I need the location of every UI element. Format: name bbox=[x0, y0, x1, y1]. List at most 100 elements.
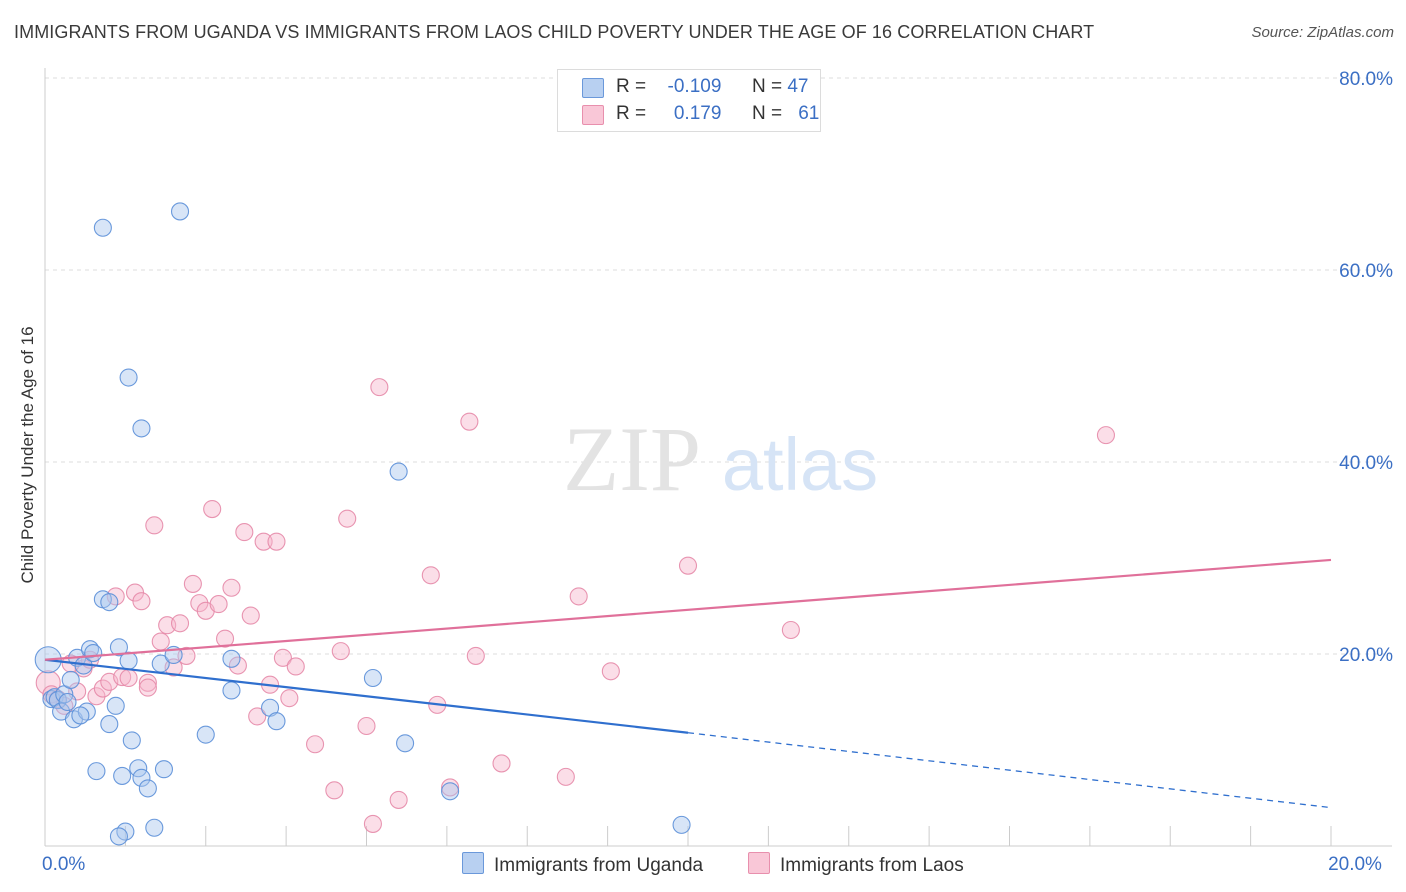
laos-point bbox=[151, 632, 170, 651]
laos-point bbox=[119, 668, 138, 688]
y-tick-label: 60.0% bbox=[1339, 261, 1393, 282]
laos-point bbox=[492, 754, 511, 773]
legend-n-value: 47 bbox=[787, 76, 809, 97]
legend-label-uganda: Immigrants from Uganda bbox=[494, 855, 704, 876]
laos-point bbox=[203, 499, 222, 519]
laos-point bbox=[389, 790, 408, 809]
legend-swatch-laos bbox=[748, 852, 770, 874]
legend-item-uganda: Immigrants from Uganda bbox=[462, 852, 703, 877]
laos-point bbox=[338, 509, 357, 528]
laos-point bbox=[441, 778, 460, 797]
grid-layer bbox=[45, 77, 1392, 655]
laos-point bbox=[601, 662, 620, 681]
laos-point bbox=[556, 767, 575, 786]
laos-point bbox=[280, 689, 299, 708]
uganda-point bbox=[396, 734, 415, 753]
laos-point bbox=[87, 687, 106, 706]
uganda-point bbox=[106, 696, 125, 715]
uganda-point bbox=[129, 759, 148, 778]
legend-swatch-uganda bbox=[582, 78, 604, 98]
uganda-point bbox=[100, 593, 119, 612]
laos-point bbox=[209, 595, 228, 614]
laos-point bbox=[190, 594, 209, 613]
watermark-zip: ZIP bbox=[563, 408, 701, 510]
laos-point bbox=[421, 566, 440, 585]
laos-point bbox=[222, 578, 241, 597]
uganda-point bbox=[84, 643, 103, 663]
uganda-point bbox=[222, 649, 241, 668]
laos-point bbox=[183, 574, 202, 593]
legend-n-value: 61 bbox=[798, 103, 820, 124]
watermark-atlas: atlas bbox=[722, 423, 878, 506]
uganda-point bbox=[93, 218, 112, 237]
laos-point bbox=[138, 673, 157, 692]
y-tick-label: 80.0% bbox=[1339, 69, 1393, 90]
uganda-point bbox=[132, 768, 151, 787]
trend-line-uganda bbox=[44, 658, 689, 734]
laos-point bbox=[331, 642, 350, 661]
laos-point bbox=[138, 678, 157, 697]
uganda-point bbox=[267, 712, 286, 731]
legend-swatch-uganda bbox=[462, 852, 484, 874]
uganda-point bbox=[71, 706, 90, 725]
laos-point bbox=[325, 781, 344, 800]
uganda-point bbox=[100, 715, 119, 734]
uganda-point bbox=[87, 762, 106, 781]
legend-n-label: N = bbox=[751, 103, 783, 124]
uganda-point bbox=[122, 731, 141, 750]
chart-title: IMMIGRANTS FROM UGANDA VS IMMIGRANTS FRO… bbox=[14, 22, 1095, 42]
uganda-point bbox=[389, 462, 408, 481]
laos-point bbox=[254, 532, 273, 551]
uganda-point bbox=[170, 202, 190, 221]
laos-point bbox=[93, 679, 112, 698]
x-tick-label: 0.0% bbox=[42, 854, 85, 875]
uganda-point bbox=[154, 760, 174, 779]
laos-point bbox=[228, 656, 247, 675]
uganda-point bbox=[58, 692, 77, 712]
laos-point bbox=[177, 646, 196, 665]
watermark: ZIP atlas bbox=[563, 408, 878, 510]
points-layer bbox=[34, 202, 1115, 846]
uganda-point bbox=[672, 815, 691, 834]
laos-point bbox=[132, 592, 151, 611]
trend-line-uganda-extension bbox=[687, 732, 1332, 809]
legend-r-label: R = bbox=[616, 76, 647, 97]
y-axis-label: Child Poverty Under the Age of 16 bbox=[18, 326, 37, 584]
y-tick-label: 40.0% bbox=[1339, 453, 1393, 474]
laos-point bbox=[1096, 426, 1115, 445]
legend-item-laos: Immigrants from Laos bbox=[748, 852, 964, 877]
correlation-legend: R = -0.109 N = 47 R = 0.179 N = 61 bbox=[557, 69, 821, 132]
laos-point bbox=[460, 412, 479, 431]
laos-point bbox=[241, 606, 260, 625]
trend-layer bbox=[44, 558, 1332, 809]
laos-point bbox=[363, 814, 382, 833]
uganda-point bbox=[196, 725, 215, 744]
uganda-point bbox=[138, 779, 157, 798]
uganda-point bbox=[132, 419, 151, 438]
laos-point bbox=[466, 646, 485, 665]
laos-point bbox=[370, 378, 389, 397]
uganda-point bbox=[222, 681, 241, 700]
legend-n-label: N = bbox=[751, 76, 783, 97]
uganda-point bbox=[109, 827, 128, 846]
uganda-point bbox=[441, 782, 460, 801]
x-tick-label: 20.0% bbox=[1328, 854, 1382, 875]
uganda-point bbox=[363, 668, 382, 688]
y-tick-label: 20.0% bbox=[1339, 645, 1393, 666]
axes-layer bbox=[44, 68, 1392, 847]
trend-line-laos bbox=[44, 558, 1332, 661]
source-label: Source: ZipAtlas.com bbox=[1251, 24, 1394, 41]
laos-point bbox=[145, 516, 164, 535]
laos-point bbox=[248, 707, 267, 726]
legend-text-uganda: R = -0.109 N = 47 bbox=[616, 76, 808, 98]
series-legend: Immigrants from Uganda Immigrants from L… bbox=[0, 852, 1406, 878]
uganda-point bbox=[113, 766, 132, 785]
laos-point bbox=[215, 629, 235, 648]
laos-point bbox=[273, 648, 292, 667]
laos-point bbox=[235, 523, 254, 542]
uganda-point bbox=[119, 368, 138, 387]
laos-point bbox=[286, 657, 305, 676]
laos-point bbox=[267, 532, 286, 551]
legend-r-value: 0.179 bbox=[673, 103, 722, 124]
